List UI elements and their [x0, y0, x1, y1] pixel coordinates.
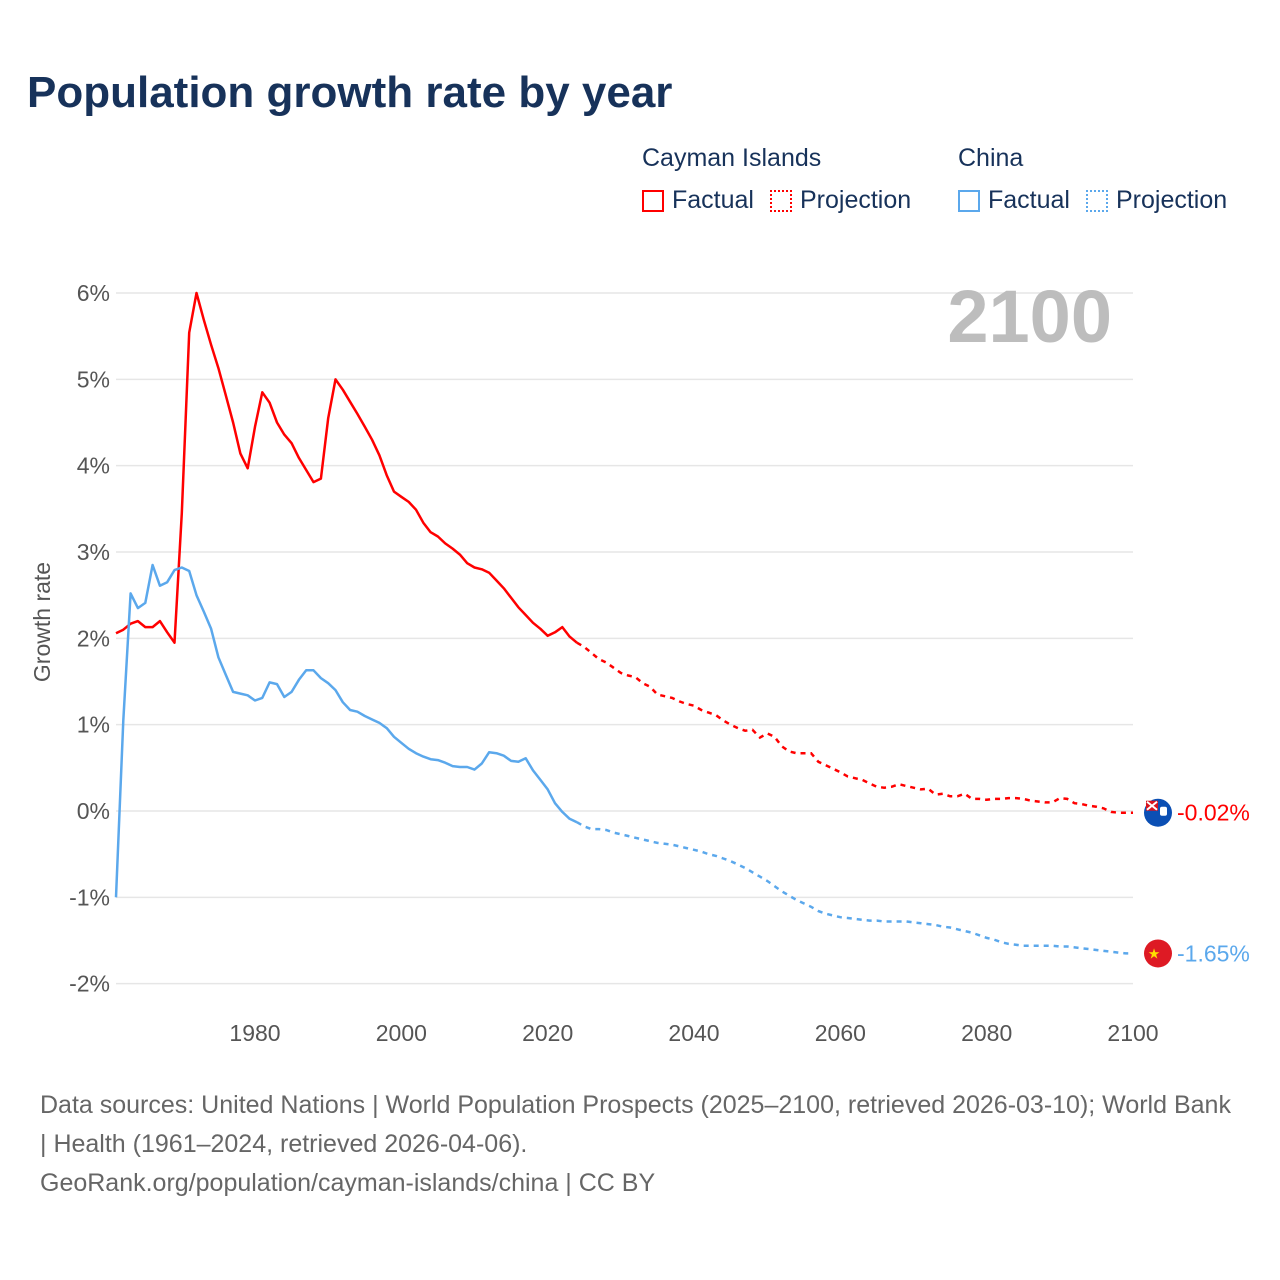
flag-union-jack-cross: [1146, 800, 1158, 811]
legend-group-china: China Factual Projection: [958, 144, 1243, 215]
flag-star: ★: [1148, 945, 1161, 961]
data-sources-note: Data sources: United Nations | World Pop…: [40, 1091, 1231, 1158]
legend-country-name: Cayman Islands: [642, 144, 822, 172]
legend-item-cayman-projection[interactable]: Projection: [769, 186, 912, 215]
y-tick-label: 3%: [77, 539, 110, 565]
legend-item-cayman-factual[interactable]: Factual: [642, 186, 754, 215]
chart-title: Population growth rate by year: [27, 68, 673, 117]
y-tick-label: 1%: [77, 712, 110, 738]
series-line-factual: [114, 563, 578, 898]
series-end-label: -0.02%: [1177, 800, 1250, 826]
x-tick-label: 1980: [229, 1020, 280, 1046]
y-tick-label: 2%: [77, 625, 110, 651]
y-axis-ticks: -2% -1% 0% 1% 2% 3% 4% 5% 6%: [69, 280, 110, 997]
x-tick-label: 2020: [522, 1020, 573, 1046]
legend-label: Factual: [988, 186, 1070, 214]
legend-swatch-solid: [642, 189, 664, 212]
x-tick-label: 2080: [961, 1020, 1012, 1046]
y-tick-label: -2%: [69, 971, 110, 997]
y-tick-label: 5%: [77, 366, 110, 392]
y-axis-title: Growth rate: [29, 562, 55, 682]
series-line-projection: [576, 641, 1133, 814]
y-tick-label: 0%: [77, 798, 110, 824]
attribution-link[interactable]: GeoRank.org/population/cayman-islands/ch…: [40, 1169, 656, 1197]
series-end-label: -1.65%: [1177, 940, 1250, 966]
x-tick-label: 2040: [668, 1020, 719, 1046]
legend-item-china-projection[interactable]: Projection: [1085, 186, 1228, 215]
y-tick-label: 4%: [77, 453, 110, 479]
legend-label: Projection: [1115, 186, 1228, 214]
current-year-display: 2100: [947, 275, 1112, 358]
legend-swatch-solid: [958, 189, 980, 212]
series-line-factual: [115, 291, 578, 644]
legend-swatch-dotted: [1085, 189, 1108, 212]
legend-label: Projection: [799, 186, 912, 214]
flag-coat-of-arms: [1160, 806, 1167, 816]
legend-label: Factual: [672, 186, 754, 214]
x-tick-label: 2060: [815, 1020, 866, 1046]
x-tick-label: 2000: [376, 1020, 427, 1046]
gridlines: [116, 292, 1133, 985]
legend-country-name: China: [958, 144, 1024, 172]
cayman-islands-flag-icon: [1144, 798, 1172, 827]
series-line-projection: [576, 821, 1133, 955]
x-axis-ticks: 1980 2000 2020 2040 2060 2080 2100: [229, 1020, 1158, 1046]
series-end-markers: -0.02% ★ -1.65%: [1144, 798, 1250, 968]
series-lines: [114, 291, 1133, 955]
legend-group-cayman-islands: Cayman Islands Factual Projection: [642, 144, 927, 215]
footer: Data sources: United Nations | World Pop…: [40, 1086, 1240, 1203]
legend-swatch-dotted: [769, 189, 792, 212]
flag-background: [1144, 939, 1172, 968]
y-tick-label: -1%: [69, 884, 110, 910]
china-flag-icon: ★: [1144, 939, 1172, 968]
y-tick-label: 6%: [77, 280, 110, 306]
x-tick-label: 2100: [1107, 1020, 1158, 1046]
legend-item-china-factual[interactable]: Factual: [958, 186, 1070, 215]
